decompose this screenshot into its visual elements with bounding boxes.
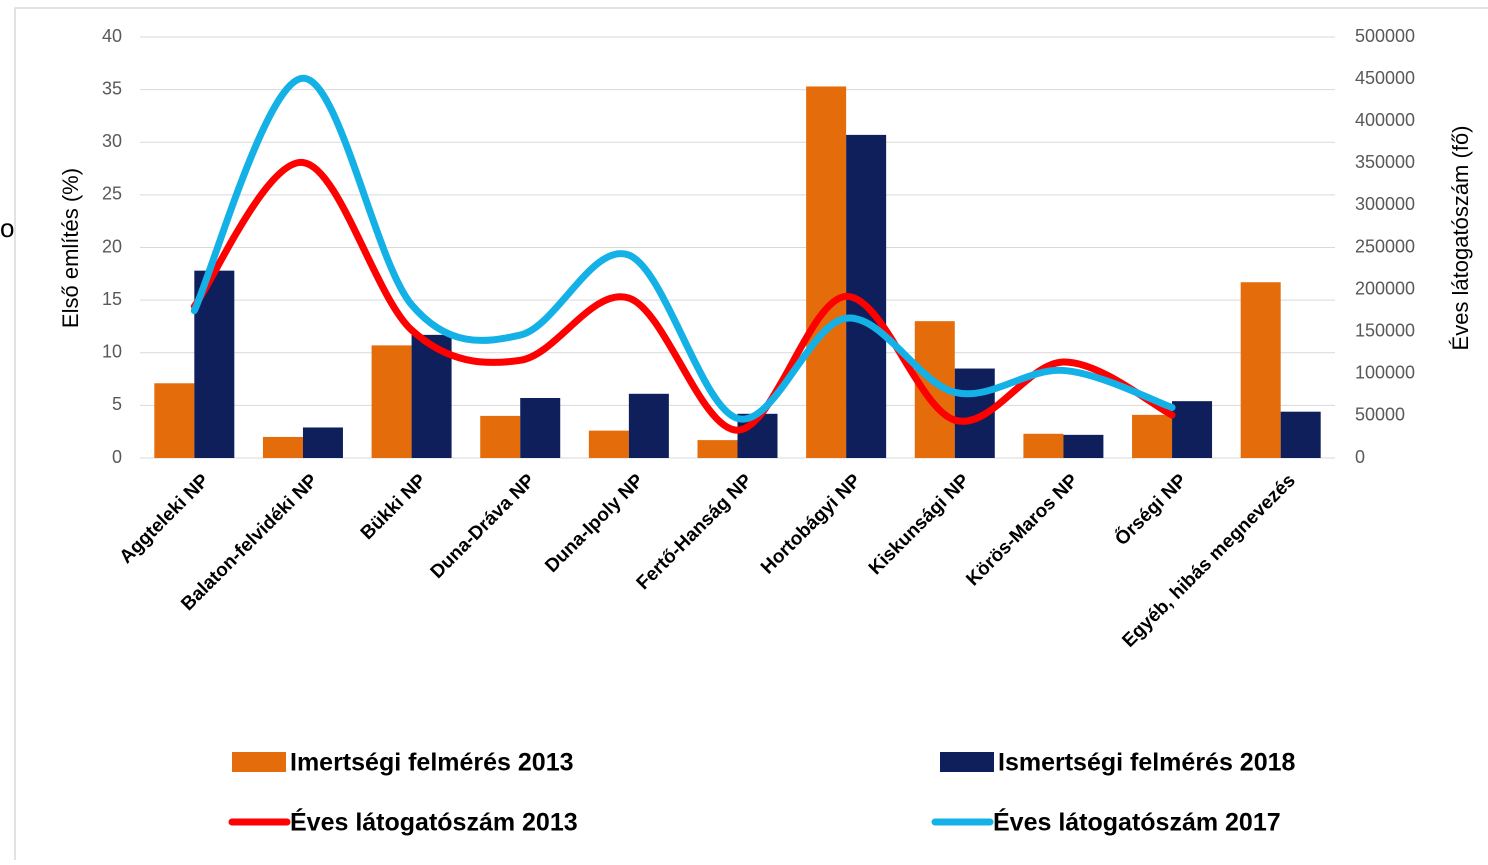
bar [262, 436, 303, 458]
y-tick-label: 10 [102, 342, 122, 362]
legend-label: Éves látogatószám 2013 [290, 808, 578, 837]
legend-label: Imertségi felmérés 2013 [290, 749, 574, 777]
bar [806, 86, 847, 458]
bar [1280, 411, 1321, 458]
bar [154, 383, 195, 458]
bar [1132, 414, 1173, 458]
bar [371, 345, 412, 458]
x-tick-label: Körös-Maros NP [962, 470, 1082, 590]
y2-tick-label: 0 [1355, 447, 1365, 467]
bar [1063, 434, 1104, 458]
y-tick-label: 25 [102, 184, 122, 204]
y2-axis-label: Éves látogatószám (fő) [1448, 126, 1473, 351]
x-tick-label: Egyéb, hibás megnevezés [1118, 470, 1299, 651]
line-series [190, 74, 1176, 423]
x-tick-label: Fertő-Hanság NP [633, 470, 757, 594]
y2-tick-label: 200000 [1355, 278, 1415, 298]
y2-tick-label: 250000 [1355, 236, 1415, 256]
y2-tick-label: 450000 [1355, 68, 1415, 88]
cropped-text: o [0, 213, 14, 243]
legend-label: Éves látogatószám 2017 [993, 808, 1281, 837]
bar [520, 398, 561, 458]
legend-swatch [232, 752, 286, 772]
legend-label: Ismertségi felmérés 2018 [998, 749, 1296, 777]
y-tick-label: 40 [102, 26, 122, 46]
y-tick-label: 20 [102, 236, 122, 256]
x-tick-label: Őrségi NP [1111, 469, 1192, 550]
y-tick-label: 35 [102, 78, 122, 98]
y-tick-label: 30 [102, 131, 122, 151]
y2-tick-label: 350000 [1355, 152, 1415, 172]
y-axis-label: Első említés (%) [58, 168, 83, 328]
line-series [190, 158, 1176, 434]
chart-border [14, 7, 1488, 860]
y2-tick-label: 500000 [1355, 26, 1415, 46]
x-tick-label: Duna-Ipoly NP [541, 470, 648, 577]
y-tick-label: 0 [112, 447, 122, 467]
bar [628, 393, 669, 458]
y2-tick-label: 400000 [1355, 110, 1415, 130]
legend-swatch [940, 752, 994, 772]
bar [480, 415, 521, 458]
bar [302, 427, 343, 458]
bar [1240, 282, 1281, 458]
y-tick-label: 5 [112, 394, 122, 414]
bar [1023, 433, 1064, 458]
x-tick-label: Kiskunsági NP [865, 470, 974, 579]
bar [588, 430, 629, 458]
y2-tick-label: 100000 [1355, 363, 1415, 383]
y2-tick-label: 150000 [1355, 320, 1415, 340]
bar [697, 440, 738, 458]
x-tick-label: Bükki NP [357, 470, 431, 544]
x-tick-label: Aggteleki NP [116, 470, 214, 568]
y-tick-label: 15 [102, 289, 122, 309]
x-tick-label: Hortobágyi NP [757, 470, 865, 578]
x-tick-label: Duna-Dráva NP [427, 470, 540, 583]
bar [1172, 401, 1213, 458]
y2-tick-label: 300000 [1355, 194, 1415, 214]
y2-tick-label: 50000 [1355, 405, 1405, 425]
